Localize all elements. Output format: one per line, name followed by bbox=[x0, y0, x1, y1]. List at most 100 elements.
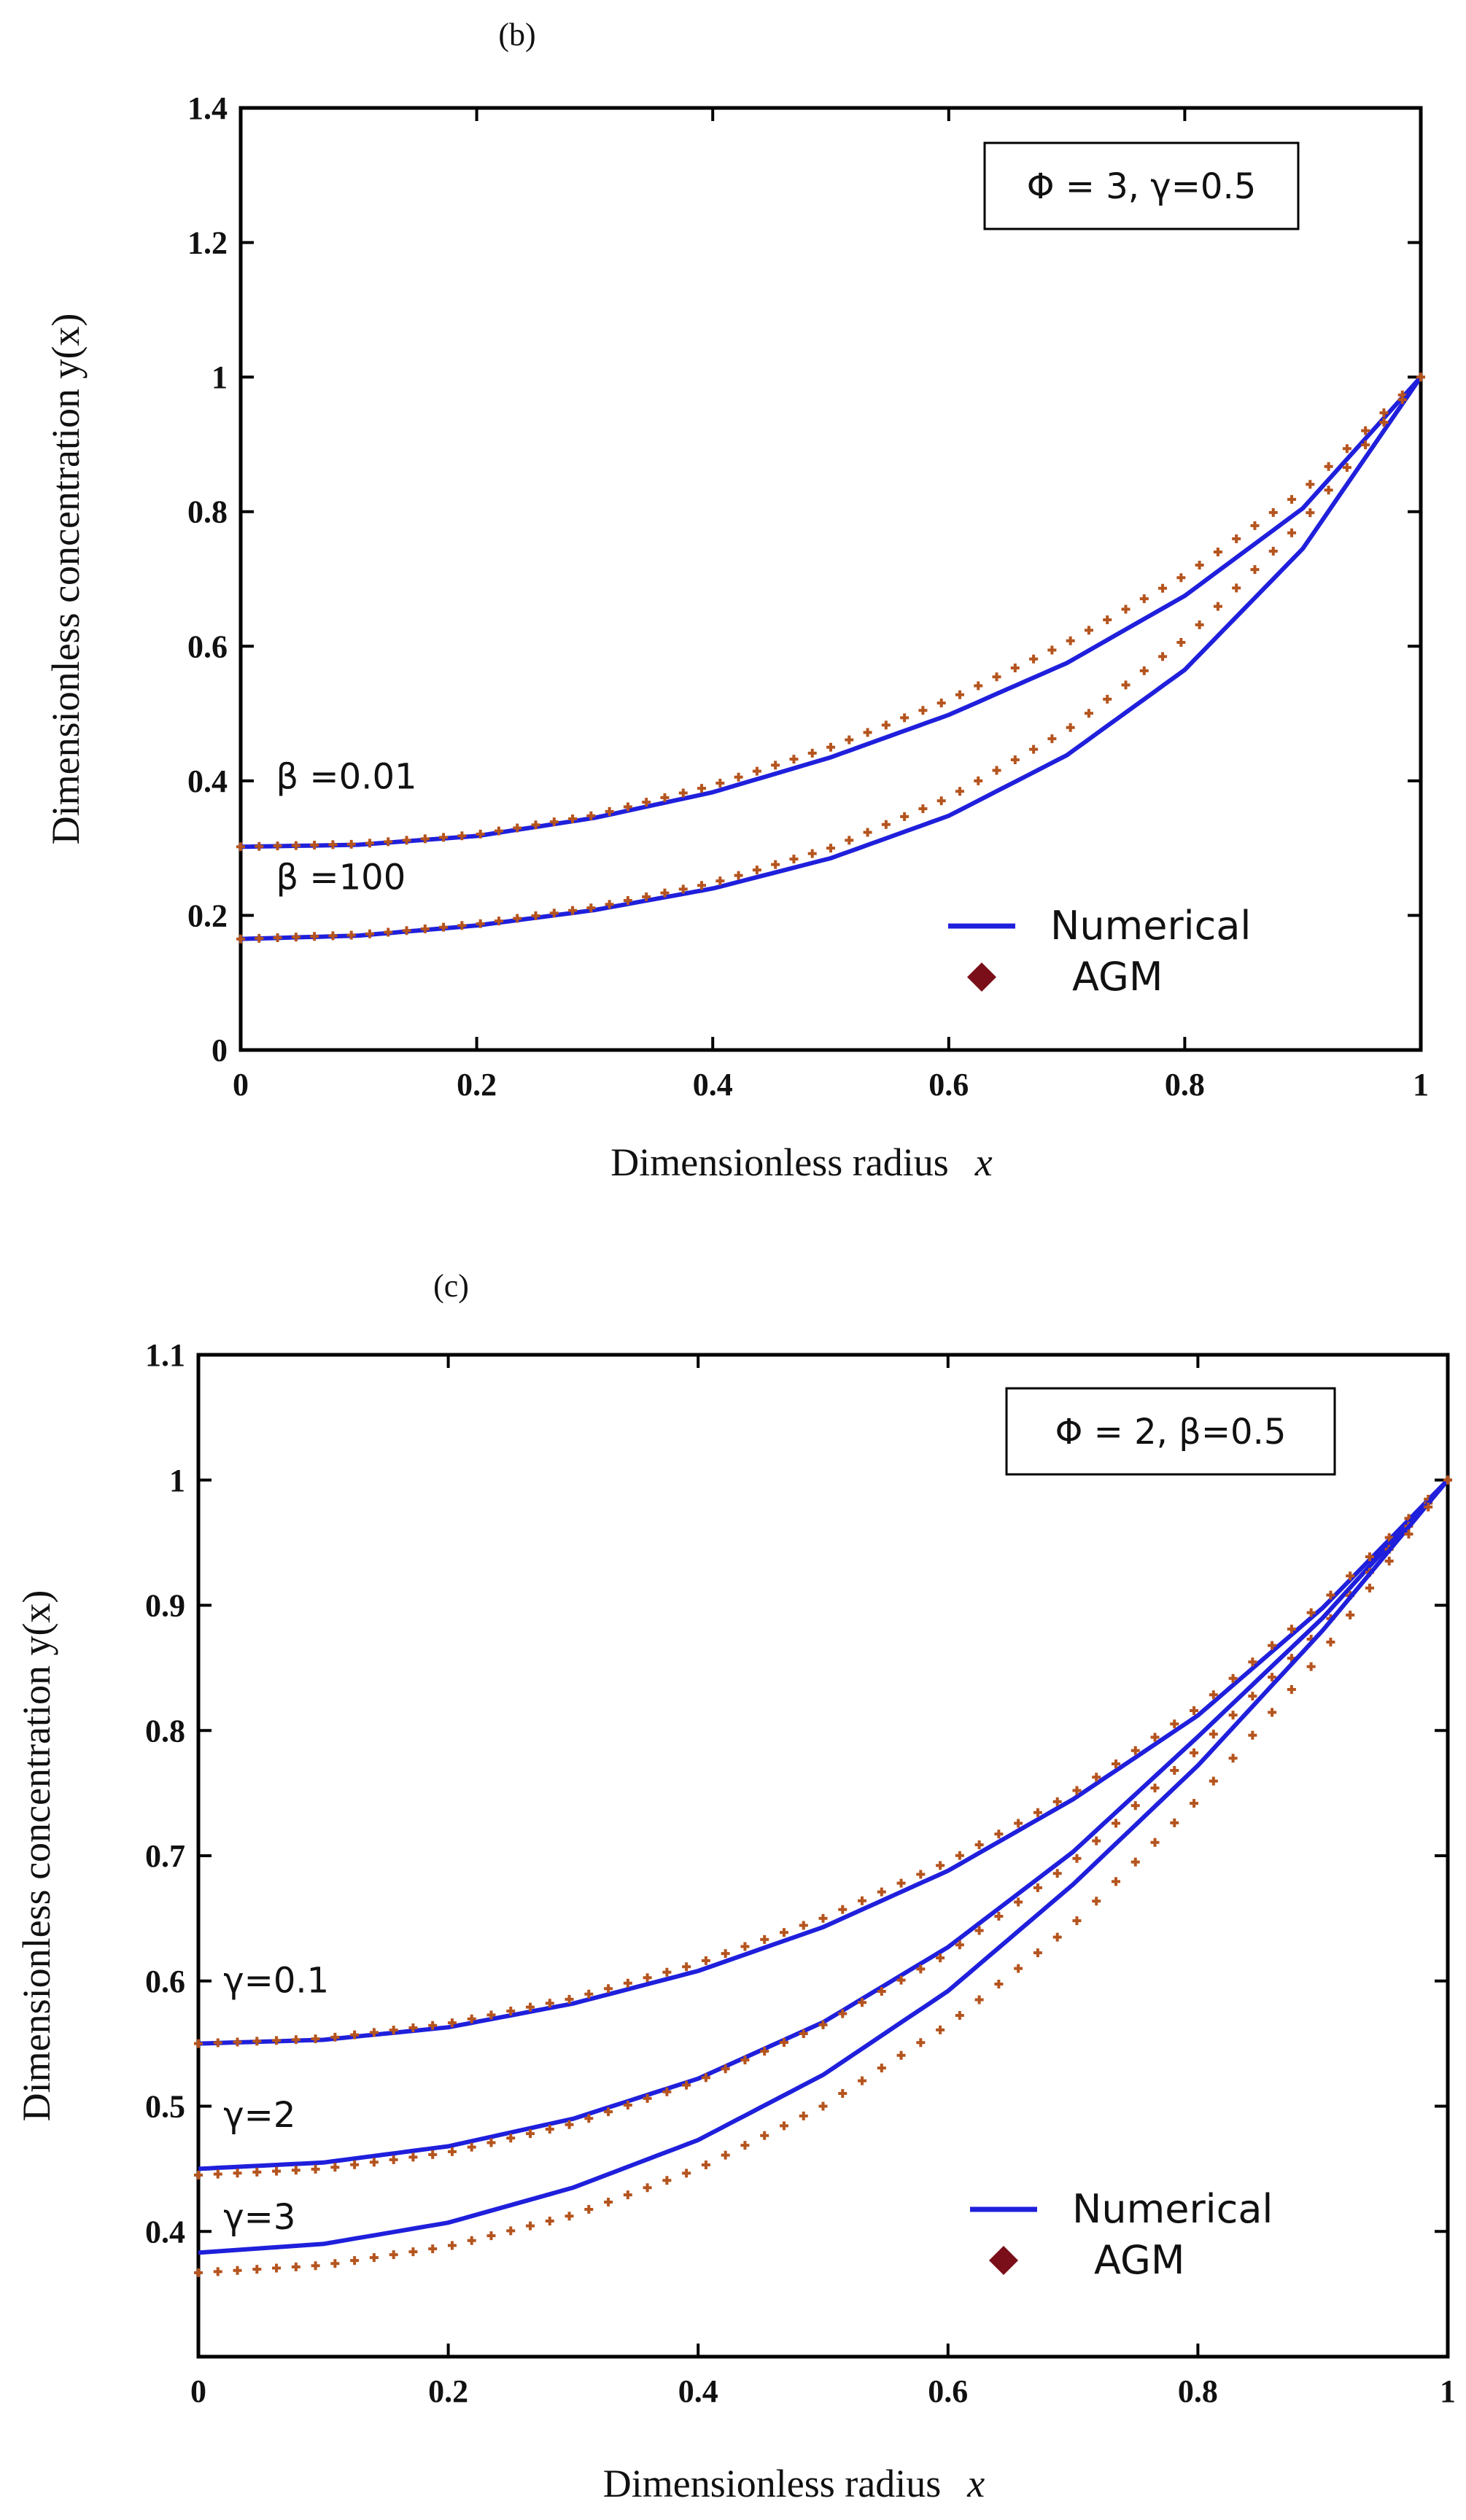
agm-point bbox=[642, 892, 651, 901]
agm-point bbox=[936, 1953, 945, 1963]
agm-point bbox=[213, 2038, 222, 2048]
agm-point bbox=[1121, 680, 1130, 690]
agm-point bbox=[568, 814, 578, 823]
legend-numerical-label: Numerical bbox=[1050, 903, 1251, 949]
agm-point bbox=[660, 888, 670, 898]
agm-point bbox=[365, 929, 374, 938]
agm-point bbox=[1268, 508, 1278, 517]
agm-point bbox=[1176, 637, 1186, 647]
agm-point bbox=[486, 2231, 496, 2241]
agm-point bbox=[346, 930, 356, 940]
agm-point bbox=[955, 2010, 964, 2020]
agm-point bbox=[807, 748, 817, 758]
curve-label: γ=0.1 bbox=[223, 1961, 329, 2002]
agm-point bbox=[467, 2014, 476, 2023]
agm-point bbox=[369, 2028, 379, 2037]
x-axis-label-var: x bbox=[966, 2462, 985, 2505]
agm-point bbox=[734, 871, 743, 880]
param-box bbox=[1005, 1387, 1336, 1476]
agm-point bbox=[1033, 1948, 1042, 1958]
agm-point bbox=[863, 828, 872, 837]
agm-point bbox=[291, 2166, 300, 2175]
curve-label: β =0.01 bbox=[276, 756, 417, 797]
agm-point bbox=[955, 690, 964, 699]
agm-point bbox=[513, 823, 522, 833]
agm-point bbox=[1365, 1583, 1374, 1592]
agm-point bbox=[1072, 1854, 1082, 1863]
agm-point bbox=[1170, 1719, 1179, 1729]
agm-point bbox=[752, 766, 761, 776]
agm-point bbox=[838, 2009, 848, 2018]
agm-point bbox=[1170, 1765, 1179, 1775]
agm-point bbox=[752, 866, 761, 875]
y-tick-label: 1.4 bbox=[187, 90, 228, 126]
agm-point bbox=[1092, 1836, 1101, 1846]
agm-point bbox=[330, 2259, 340, 2268]
agm-point bbox=[1424, 1502, 1433, 1512]
agm-point bbox=[643, 2183, 652, 2193]
legend-agm-swatch bbox=[967, 962, 996, 992]
agm-point bbox=[715, 779, 725, 788]
agm-point bbox=[1248, 1692, 1257, 1701]
agm-point bbox=[272, 2036, 282, 2045]
x-tick-label: 0 bbox=[190, 2373, 206, 2409]
agm-point bbox=[1170, 1818, 1179, 1827]
x-axis-label: Dimensionless radius x bbox=[603, 2462, 985, 2505]
agm-point bbox=[350, 2030, 360, 2039]
agm-point bbox=[1268, 546, 1278, 556]
agm-point bbox=[1287, 494, 1297, 504]
agm-point bbox=[1103, 615, 1112, 624]
numerical-line bbox=[240, 376, 1423, 849]
agm-point bbox=[605, 806, 614, 816]
y-tick-label: 0.6 bbox=[187, 629, 228, 664]
x-tick-label: 1 bbox=[1413, 1067, 1429, 1102]
agm-point bbox=[826, 844, 835, 853]
agm-point bbox=[1250, 521, 1260, 530]
agm-point bbox=[1195, 560, 1204, 569]
agm-point bbox=[721, 2064, 730, 2074]
agm-point bbox=[389, 2026, 398, 2035]
agm-point bbox=[428, 2150, 438, 2159]
agm-point bbox=[1158, 652, 1168, 661]
agm-point bbox=[526, 2221, 535, 2231]
agm-point bbox=[428, 2021, 438, 2030]
agm-point bbox=[584, 2114, 594, 2123]
agm-point bbox=[1346, 1610, 1355, 1619]
agm-point bbox=[513, 914, 522, 923]
agm-point bbox=[330, 2163, 340, 2172]
agm-point bbox=[838, 2089, 848, 2099]
agm-point bbox=[1268, 1708, 1277, 1717]
agm-point bbox=[826, 742, 835, 752]
y-tick-label: 0.4 bbox=[145, 2214, 185, 2249]
agm-point bbox=[531, 820, 540, 830]
y-tick-label: 0.2 bbox=[187, 898, 228, 933]
agm-point bbox=[799, 1921, 808, 1930]
agm-point bbox=[310, 932, 319, 941]
x-tick-label: 0.4 bbox=[678, 2373, 718, 2409]
agm-point bbox=[311, 2164, 320, 2174]
agm-point bbox=[1033, 1808, 1042, 1817]
agm-point bbox=[1306, 1608, 1316, 1617]
agm-point bbox=[1190, 1748, 1199, 1757]
agm-point bbox=[1014, 1964, 1023, 1973]
agm-point bbox=[384, 837, 393, 847]
x-tick-label: 0.4 bbox=[693, 1067, 733, 1102]
agm-point bbox=[1139, 594, 1149, 604]
agm-point bbox=[346, 839, 356, 849]
agm-point bbox=[1052, 1932, 1062, 1942]
agm-point bbox=[291, 841, 300, 850]
agm-point bbox=[721, 2150, 730, 2160]
agm-point bbox=[916, 2038, 926, 2048]
agm-point bbox=[1111, 1759, 1120, 1768]
panel-title: (c) bbox=[433, 1269, 469, 1304]
agm-point bbox=[447, 2018, 457, 2028]
agm-point bbox=[447, 2241, 457, 2250]
agm-point bbox=[740, 2056, 750, 2065]
agm-point bbox=[291, 2262, 300, 2271]
agm-point bbox=[252, 2167, 262, 2177]
agm-point bbox=[1190, 1799, 1199, 1808]
agm-point bbox=[213, 2169, 222, 2179]
agm-point bbox=[272, 2166, 282, 2176]
agm-point bbox=[900, 812, 910, 821]
agm-point bbox=[402, 836, 411, 845]
